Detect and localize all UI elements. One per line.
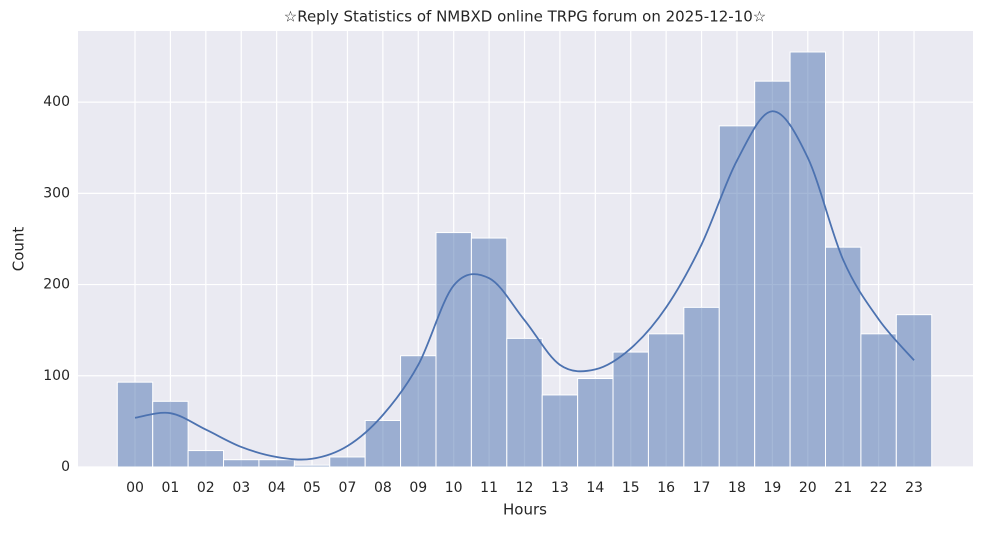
- x-tick-label: 01: [161, 480, 179, 496]
- y-tick-label: 0: [61, 459, 70, 475]
- bar: [612, 351, 649, 468]
- bar: [754, 80, 791, 468]
- bar: [152, 400, 189, 468]
- x-tick-label: 19: [763, 480, 781, 496]
- kde-line: [134, 110, 915, 461]
- bar: [329, 456, 366, 468]
- bar: [187, 450, 225, 468]
- x-tick-label: 07: [339, 480, 357, 496]
- bar: [683, 306, 720, 468]
- bar: [895, 314, 933, 468]
- x-tick-label: 03: [232, 480, 250, 496]
- x-tick-label: 20: [799, 480, 817, 496]
- x-tick-label: 13: [551, 480, 569, 496]
- x-tick-label: 08: [374, 480, 392, 496]
- bar: [258, 459, 295, 468]
- y-tick-label: 200: [43, 277, 70, 293]
- x-tick-label: 16: [657, 480, 675, 496]
- bar: [435, 232, 472, 468]
- bar: [718, 125, 756, 468]
- bar: [116, 381, 154, 468]
- x-tick-label: 00: [126, 480, 144, 496]
- y-axis-label: Count: [10, 227, 28, 272]
- x-tick-label: 15: [622, 480, 640, 496]
- x-tick-label: 14: [586, 480, 604, 496]
- bar: [577, 378, 614, 468]
- x-axis-label: Hours: [503, 501, 547, 519]
- x-tick-label: 12: [516, 480, 534, 496]
- x-tick-label: 17: [693, 480, 711, 496]
- x-tick-label: 23: [905, 480, 923, 496]
- bar: [506, 337, 543, 468]
- bar: [541, 394, 579, 468]
- bar: [860, 333, 897, 468]
- x-tick-label: 05: [303, 480, 321, 496]
- bar: [470, 237, 508, 468]
- y-tick-label: 100: [43, 368, 70, 384]
- x-tick-label: 18: [728, 480, 746, 496]
- x-tick-label: 21: [834, 480, 852, 496]
- bar: [400, 355, 437, 468]
- x-tick-label: 22: [870, 480, 888, 496]
- x-tick-label: 04: [268, 480, 286, 496]
- x-tick-label: 09: [409, 480, 427, 496]
- y-tick-label: 300: [43, 185, 70, 201]
- x-tick-label: 11: [480, 480, 498, 496]
- bar: [293, 464, 331, 468]
- bar: [824, 246, 862, 468]
- bar: [789, 51, 826, 468]
- x-tick-label: 02: [197, 480, 215, 496]
- x-tick-label: 10: [445, 480, 463, 496]
- chart-title: ☆Reply Statistics of NMBXD online TRPG f…: [284, 8, 767, 26]
- bar: [223, 459, 260, 468]
- bar: [647, 333, 685, 468]
- y-tick-label: 400: [43, 94, 70, 110]
